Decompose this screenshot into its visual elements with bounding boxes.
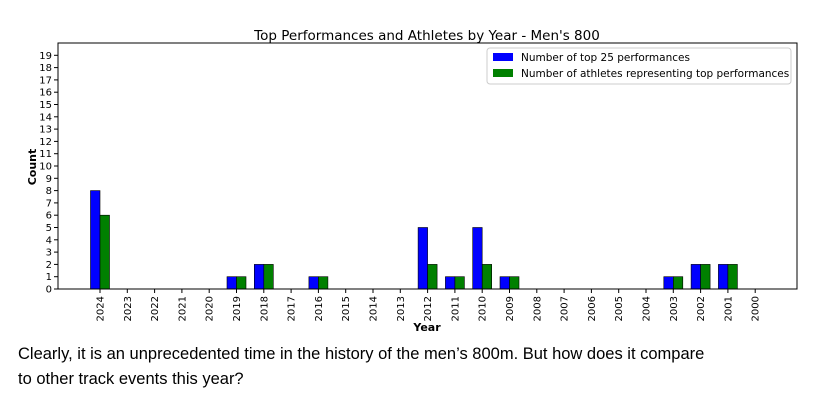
- y-tick-label: 9: [46, 174, 52, 185]
- y-tick-label: 17: [39, 75, 52, 86]
- x-tick-label: 2003: [669, 296, 680, 321]
- bar-top-performances: [718, 264, 729, 290]
- legend-swatch-performances: [493, 53, 513, 61]
- x-tick-label: 2004: [642, 296, 653, 321]
- x-tick-label: 2005: [614, 296, 625, 321]
- y-tick-label: 7: [46, 198, 52, 209]
- bar-athletes: [263, 264, 274, 290]
- legend: Number of top 25 performances Number of …: [486, 47, 792, 85]
- x-axis-ticks: 2024 2023 2022 2021 2020 2019 2018 2017 2016 2015…: [96, 289, 762, 321]
- bar-athletes: [99, 214, 110, 290]
- x-axis-label: Year: [412, 321, 441, 334]
- x-tick-label: 2010: [478, 296, 489, 321]
- bar-chart: Top Performances and Athletes by Year - …: [26, 28, 798, 334]
- bar-top-performances: [417, 227, 428, 290]
- y-tick-label: 6: [46, 211, 52, 222]
- x-tick-label: 2002: [696, 296, 707, 321]
- x-tick-label: 2006: [587, 296, 598, 321]
- y-tick-label: 5: [46, 223, 52, 234]
- x-tick-label: 2007: [560, 296, 571, 321]
- bar-top-performances: [90, 190, 101, 290]
- x-tick-label: 2013: [396, 296, 407, 321]
- bar-athletes: [672, 276, 684, 290]
- chart-title: Top Performances and Athletes by Year - …: [253, 28, 600, 44]
- y-tick-label: 12: [39, 137, 52, 148]
- x-tick-label: 2009: [505, 296, 516, 321]
- y-tick-label: 15: [39, 100, 52, 111]
- y-tick-label: 19: [39, 51, 52, 62]
- legend-swatch-athletes: [493, 69, 513, 77]
- legend-label-athletes: Number of athletes representing top perf…: [521, 68, 789, 80]
- y-tick-label: 2: [46, 260, 52, 271]
- y-tick-label: 0: [46, 285, 52, 296]
- x-tick-label: 2022: [150, 296, 161, 321]
- x-tick-label: 2023: [123, 296, 134, 321]
- bar-top-performances: [445, 276, 456, 290]
- caption-line-2: to other track events this year?: [18, 370, 244, 388]
- x-tick-label: 2024: [96, 296, 107, 321]
- x-tick-label: 2018: [259, 296, 270, 321]
- bar-athletes: [318, 276, 329, 290]
- bar-top-performances: [254, 264, 265, 290]
- y-tick-label: 3: [46, 248, 52, 259]
- y-tick-label: 16: [39, 88, 52, 99]
- x-tick-label: 2012: [423, 296, 434, 321]
- x-tick-label: 2021: [177, 296, 188, 321]
- y-tick-label: 8: [46, 186, 52, 197]
- y-axis-label: Count: [26, 149, 39, 186]
- y-tick-label: 14: [39, 112, 52, 123]
- x-tick-label: 2015: [341, 296, 352, 321]
- x-tick-label: 2020: [205, 296, 216, 321]
- legend-label-performances: Number of top 25 performances: [521, 52, 690, 64]
- x-tick-label: 2014: [369, 296, 380, 321]
- x-tick-label: 2000: [751, 296, 762, 321]
- x-tick-label: 2017: [287, 296, 298, 321]
- bar-series: [90, 190, 738, 290]
- y-tick-label: 4: [46, 235, 52, 246]
- bar-athletes: [700, 264, 711, 290]
- x-tick-label: 2008: [532, 296, 543, 321]
- y-tick-label: 13: [39, 125, 52, 136]
- y-tick-label: 18: [39, 63, 52, 74]
- y-tick-label: 1: [46, 272, 52, 283]
- caption-text: Clearly, it is an unprecedented time in …: [18, 342, 808, 392]
- legend-box: [486, 47, 792, 85]
- bar-top-performances: [472, 227, 483, 290]
- bar-athletes: [236, 276, 247, 290]
- x-tick-label: 2011: [450, 296, 461, 321]
- bar-top-performances: [499, 276, 510, 290]
- caption-line-1: Clearly, it is an unprecedented time in …: [18, 345, 705, 363]
- bar-athletes: [509, 276, 520, 290]
- bar-athletes: [727, 264, 738, 290]
- plot-frame: [57, 42, 798, 290]
- bar-top-performances: [226, 276, 237, 290]
- bar-top-performances: [308, 276, 319, 290]
- y-tick-label: 10: [39, 162, 52, 173]
- bar-athletes: [427, 264, 438, 290]
- y-tick-label: 11: [39, 149, 52, 160]
- bar-athletes: [481, 264, 493, 290]
- x-tick-label: 2019: [232, 296, 243, 321]
- x-tick-label: 2001: [723, 296, 734, 321]
- bar-top-performances: [663, 276, 674, 290]
- bar-athletes: [454, 276, 465, 290]
- bar-top-performances: [690, 264, 701, 290]
- x-tick-label: 2016: [314, 296, 325, 321]
